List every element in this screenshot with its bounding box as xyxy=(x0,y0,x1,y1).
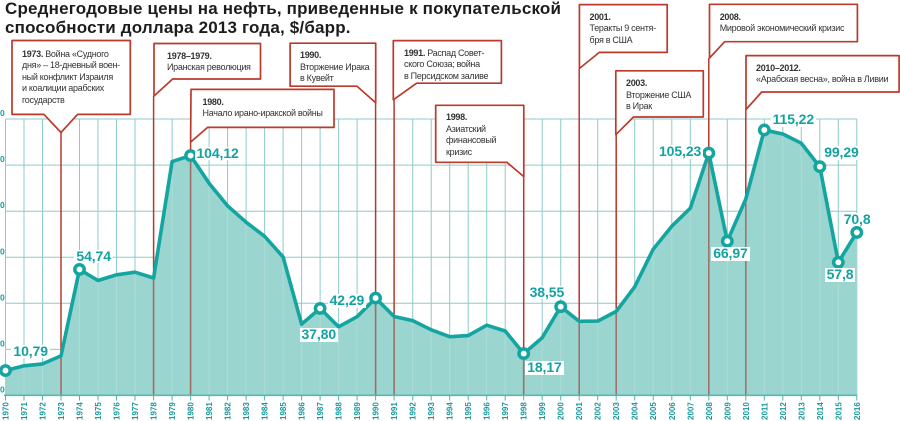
svg-text:1976: 1976 xyxy=(113,402,122,420)
svg-text:1984: 1984 xyxy=(261,402,270,420)
svg-text:2001: 2001 xyxy=(575,402,584,420)
svg-text:2006: 2006 xyxy=(668,402,677,420)
svg-text:2012: 2012 xyxy=(779,402,788,420)
svg-text:1974: 1974 xyxy=(76,402,85,420)
svg-text:0: 0 xyxy=(0,246,5,256)
svg-text:1978: 1978 xyxy=(150,402,159,420)
svg-text:0: 0 xyxy=(0,338,5,348)
svg-text:2013: 2013 xyxy=(797,402,806,420)
svg-text:2004: 2004 xyxy=(631,402,640,420)
svg-text:1979: 1979 xyxy=(168,402,177,420)
svg-text:2005: 2005 xyxy=(649,402,658,420)
svg-text:1982: 1982 xyxy=(224,402,233,420)
svg-text:0: 0 xyxy=(0,154,5,164)
svg-text:2009: 2009 xyxy=(723,402,732,420)
svg-text:1998: 1998 xyxy=(520,402,529,420)
svg-text:1973: 1973 xyxy=(57,402,66,420)
svg-text:2008: 2008 xyxy=(705,402,714,420)
svg-text:1999: 1999 xyxy=(538,402,547,420)
svg-text:2007: 2007 xyxy=(686,402,695,420)
svg-text:2016: 2016 xyxy=(853,402,862,420)
svg-text:2011: 2011 xyxy=(760,402,769,420)
svg-text:1970: 1970 xyxy=(2,402,11,420)
svg-text:2003: 2003 xyxy=(612,402,621,420)
svg-text:2002: 2002 xyxy=(594,402,603,420)
svg-text:1986: 1986 xyxy=(298,402,307,420)
svg-text:1972: 1972 xyxy=(39,402,48,420)
svg-text:2010: 2010 xyxy=(742,402,751,420)
svg-text:1995: 1995 xyxy=(464,402,473,420)
svg-text:2015: 2015 xyxy=(834,402,843,420)
svg-text:1975: 1975 xyxy=(94,402,103,420)
svg-text:1993: 1993 xyxy=(427,402,436,420)
svg-text:0: 0 xyxy=(0,292,5,302)
svg-text:1980: 1980 xyxy=(187,402,196,420)
svg-text:2014: 2014 xyxy=(816,402,825,420)
svg-text:1990: 1990 xyxy=(372,402,381,420)
svg-text:1971: 1971 xyxy=(20,402,29,420)
svg-text:0: 0 xyxy=(0,385,5,395)
svg-text:1985: 1985 xyxy=(279,402,288,420)
svg-text:1981: 1981 xyxy=(205,402,214,420)
svg-text:1987: 1987 xyxy=(316,402,325,420)
svg-text:1997: 1997 xyxy=(501,402,510,420)
svg-text:0: 0 xyxy=(0,108,5,118)
svg-text:1989: 1989 xyxy=(353,402,362,420)
svg-text:1977: 1977 xyxy=(131,402,140,420)
svg-text:1991: 1991 xyxy=(390,402,399,420)
svg-text:2000: 2000 xyxy=(557,402,566,420)
svg-text:1994: 1994 xyxy=(446,402,455,420)
svg-text:1983: 1983 xyxy=(242,402,251,420)
svg-text:0: 0 xyxy=(0,200,5,210)
svg-text:1996: 1996 xyxy=(483,402,492,420)
svg-text:1992: 1992 xyxy=(409,402,418,420)
svg-text:1988: 1988 xyxy=(335,402,344,420)
